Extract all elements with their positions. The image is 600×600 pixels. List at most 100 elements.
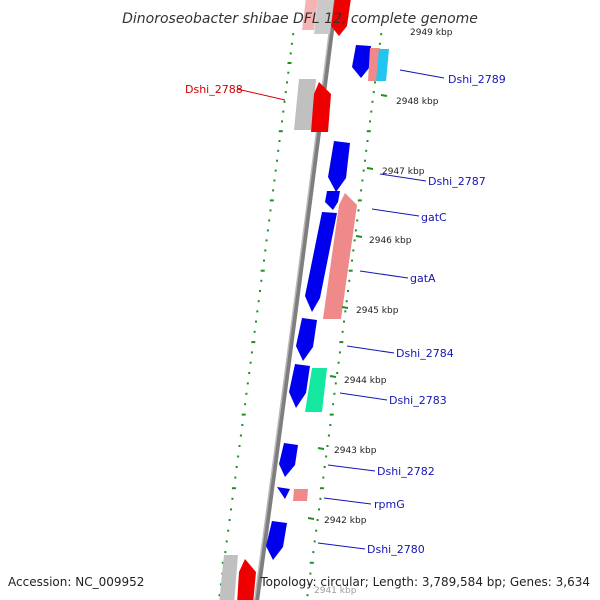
gene-label-dshi-2780[interactable]: Dshi_2780 — [367, 543, 425, 556]
gene-gatc[interactable] — [325, 191, 340, 210]
gene-dshi-2783[interactable] — [305, 368, 327, 412]
gene-rpmg[interactable] — [277, 487, 290, 499]
gc-left-dot — [224, 551, 227, 554]
gc-left-dot — [278, 130, 283, 133]
leader-lines — [236, 69, 445, 550]
gene-dshi-2782[interactable] — [279, 443, 298, 477]
leader-rpmg — [323, 497, 372, 505]
gc-right-dot — [354, 229, 357, 232]
gc-left-dot — [225, 540, 228, 543]
gc-right-dot — [361, 179, 364, 182]
gene-dshi-2788-pseudo[interactable] — [294, 79, 316, 130]
gc-left-dot — [283, 100, 286, 103]
gene-gata[interactable] — [305, 212, 337, 312]
topology-label: Topology: circular; Length: 3,789,584 bp… — [259, 575, 590, 589]
gc-left-dot — [256, 310, 259, 313]
kbp-labels: 2949 kbp 2948 kbp 2947 kbp 2946 kbp 2945… — [314, 28, 453, 596]
gc-right-dot — [366, 140, 369, 142]
gc-left-dot — [227, 529, 230, 532]
gc-right-dot — [372, 91, 375, 94]
kbp-label-2944: 2944 kbp — [344, 376, 387, 386]
gc-left-dot — [290, 42, 293, 45]
gene-bottom-red[interactable] — [237, 559, 256, 600]
gene-label-dshi-2782[interactable]: Dshi_2782 — [377, 465, 435, 478]
gc-right-dot — [380, 33, 383, 36]
gene-top-red[interactable] — [331, 0, 351, 36]
gc-right-dot — [362, 169, 365, 172]
gc-left-dot — [234, 476, 237, 479]
gc-right-dot — [325, 455, 328, 458]
gc-right-dot — [360, 189, 363, 192]
gc-right-dot — [348, 269, 353, 272]
gc-left-dot — [284, 91, 287, 94]
gc-right-dot — [333, 392, 336, 395]
gc-right-dot — [337, 361, 340, 364]
gene-dshi-2784[interactable] — [296, 318, 317, 361]
gc-left-dot — [246, 382, 249, 385]
gene-gatc-gata-rrna[interactable] — [323, 193, 357, 319]
kbp-label-2942: 2942 kbp — [324, 516, 367, 526]
gene-labels: Dshi_2789 Dshi_2788 Dshi_2787 gatC gatA … — [185, 73, 506, 556]
gc-right-dot — [343, 320, 345, 323]
gc-left-dot — [264, 249, 267, 252]
gc-right-dot — [319, 497, 322, 500]
gc-right-dot — [329, 424, 332, 426]
gene-label-dshi-2784[interactable]: Dshi_2784 — [396, 347, 454, 360]
gene-label-gatc[interactable]: gatC — [421, 211, 447, 224]
gc-right-dot — [339, 341, 344, 344]
gene-rpmg-rrna[interactable] — [293, 489, 308, 501]
kbp-label-2948: 2948 kbp — [396, 97, 439, 107]
kbp-label-2941: 2941 kbp — [314, 586, 357, 596]
gene-label-dshi-2789[interactable]: Dshi_2789 — [448, 73, 506, 86]
gene-dshi-2787[interactable] — [328, 141, 350, 192]
kbp-tick-2946 — [355, 235, 363, 238]
gc-left-dot — [260, 279, 263, 282]
gene-dshi-2789[interactable] — [376, 49, 389, 81]
gc-left-dot — [239, 434, 242, 437]
gc-left-dot — [230, 508, 232, 511]
kbp-tick-2945 — [341, 306, 349, 309]
gc-left-dot — [287, 62, 292, 64]
gc-left-dot — [257, 300, 260, 303]
gc-right-dot — [366, 130, 371, 133]
gene-label-gata[interactable]: gatA — [410, 272, 436, 285]
gene-dshi-2783-cds[interactable] — [289, 364, 310, 408]
pseudo-gene-top[interactable] — [314, 0, 334, 34]
gc-left-dot — [255, 320, 257, 323]
gc-left-dot — [219, 583, 222, 586]
gc-left-dot — [287, 71, 290, 74]
gc-left-dot — [251, 341, 256, 344]
gc-left-dot — [231, 497, 234, 500]
gc-left-dot — [281, 120, 283, 123]
pseudo-gene-bottom[interactable] — [219, 555, 238, 600]
gene-dshi-2789-cds[interactable] — [352, 45, 371, 78]
gc-right-dot — [370, 110, 373, 113]
kbp-tick-2943 — [317, 447, 325, 450]
gc-left-dot — [269, 199, 274, 202]
gc-right-dot — [327, 434, 330, 437]
gc-left-dot — [289, 52, 292, 55]
gc-right-dot — [341, 330, 344, 333]
gc-track-left — [218, 33, 295, 597]
gc-right-dot — [364, 159, 366, 162]
gc-right-dot — [365, 149, 368, 152]
leader-dshi-2780 — [317, 542, 366, 550]
gc-right-dot — [318, 508, 320, 511]
gene-label-rpmg[interactable]: rpmG — [374, 498, 405, 511]
leader-gata — [359, 270, 409, 279]
gc-right-dot — [338, 351, 341, 354]
gc-right-dot — [336, 372, 339, 374]
gene-label-dshi-2788[interactable]: Dshi_2788 — [185, 83, 243, 96]
gene-dshi-2788[interactable] — [311, 82, 331, 132]
gc-left-dot — [266, 229, 269, 232]
gc-right-dot — [352, 249, 355, 252]
gene-label-dshi-2783[interactable]: Dshi_2783 — [389, 394, 447, 407]
gc-left-dot — [282, 110, 285, 113]
gene-top-pink[interactable] — [302, 0, 318, 30]
gene-label-dshi-2787[interactable]: Dshi_2787 — [428, 175, 486, 188]
gc-left-dot — [218, 594, 221, 597]
kbp-ticks — [307, 94, 388, 520]
gene-dshi-2780[interactable] — [266, 521, 287, 560]
gc-left-dot — [253, 330, 256, 333]
